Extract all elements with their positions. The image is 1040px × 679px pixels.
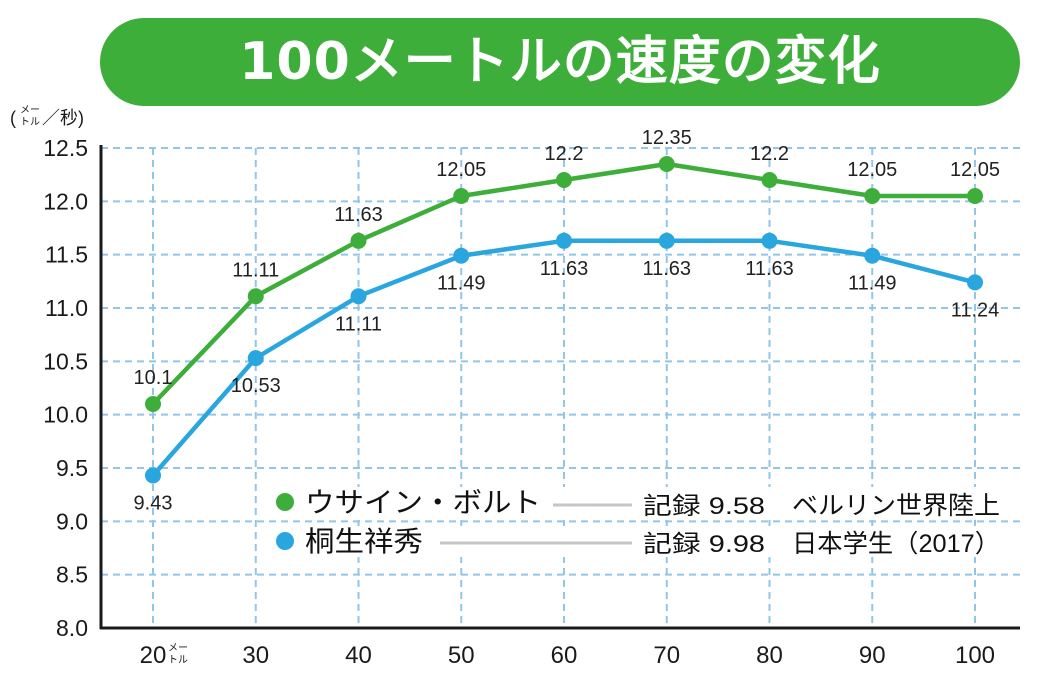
- legend-name-1: ウサイン・ボルト: [305, 487, 541, 518]
- chart-title: 100メートルの速度の変化: [239, 32, 881, 92]
- y-axis-label: ( メー トル ／秒): [10, 105, 84, 128]
- series-1-point: [145, 396, 161, 412]
- data-labels: 10.1 11.11 11.63 12.05 12.2 12.35 12.2 12.05 12.…: [134, 127, 1001, 514]
- series-1-data-label: 10.1: [134, 367, 173, 389]
- series-2-data-label: 11.63: [642, 258, 691, 280]
- legend-name-2: 桐生祥秀: [305, 526, 423, 557]
- x-axis-unit: メー トル: [168, 643, 188, 666]
- series-1-data-label: 12.2: [750, 143, 789, 165]
- series-1-data-label: 11.63: [334, 204, 383, 226]
- series-2-point: [864, 247, 881, 264]
- series-2-point: [761, 232, 778, 249]
- series-2-data-label: 9.43: [134, 492, 173, 514]
- x-axis-ticks: 20 30 40 50 60 70 80 90 100: [140, 642, 995, 669]
- y-tick-label: 12.0: [43, 188, 88, 214]
- x-tick-label: 20: [140, 642, 167, 669]
- y-tick-label: 10.0: [43, 402, 88, 428]
- series-1-data-label: 12.05: [436, 159, 486, 181]
- series-2-data-label: 11.11: [335, 313, 382, 335]
- y-tick-label: 12.5: [43, 135, 88, 161]
- y-tick-label: 11.0: [45, 295, 88, 321]
- x-tick-label: 60: [551, 642, 578, 669]
- series-1-data-label: 12.35: [642, 127, 692, 149]
- y-tick-label: 8.5: [56, 562, 88, 588]
- y-tick-label: 9.0: [56, 508, 88, 534]
- y-tick-label: 10.5: [43, 348, 88, 374]
- series-1-point: [864, 188, 881, 204]
- series-1-data-label: 12.2: [545, 143, 584, 165]
- legend-marker-2: [276, 532, 294, 550]
- series-2-point: [967, 274, 983, 291]
- series-2-point: [453, 247, 470, 264]
- series: [145, 156, 983, 484]
- series-2-data-label: 11.24: [951, 299, 1000, 321]
- legend-record-1: 記録 9.58: [643, 493, 765, 520]
- series-2-point: [247, 350, 264, 367]
- y-tick-label: 11.5: [45, 242, 88, 268]
- legend-event-2: 日本学生（2017）: [792, 530, 1000, 558]
- series-2-data-label: 10.53: [231, 375, 281, 397]
- series-1-data-label: 11.11: [232, 259, 279, 281]
- series-2-data-label: 11.49: [437, 273, 486, 295]
- x-tick-label: 80: [756, 642, 783, 669]
- legend-row-background: [272, 526, 1005, 557]
- y-axis-label-suffix: ／秒): [42, 108, 84, 128]
- series-2-point: [145, 467, 161, 484]
- series-1-point: [350, 232, 367, 249]
- series-1-point: [658, 156, 675, 172]
- series-1-point: [556, 172, 572, 188]
- x-tick-label: 90: [859, 642, 886, 669]
- y-axis-unit-top: メー: [20, 105, 40, 116]
- legend-row-2: 桐生祥秀 記録 9.98 日本学生（2017）: [272, 526, 1005, 558]
- series-1-data-label: 12.05: [847, 159, 897, 181]
- series-2-data-label: 11.63: [745, 258, 794, 280]
- x-tick-label: 100: [955, 642, 995, 669]
- y-axis-unit-bottom: トル: [20, 117, 40, 128]
- title-banner: 100メートルの速度の変化: [100, 18, 1020, 106]
- series-2-point: [658, 232, 675, 249]
- y-axis-label-prefix: (: [10, 108, 16, 128]
- legend: ウサイン・ボルト 記録 9.58 ベルリン世界陸上 桐生祥秀 記録 9.98 日…: [272, 487, 1005, 558]
- x-axis-unit-bottom: トル: [168, 655, 188, 666]
- y-tick-label: 8.0: [56, 615, 88, 641]
- y-tick-label: 9.5: [56, 455, 88, 481]
- series-1-point: [453, 188, 470, 204]
- x-tick-label: 50: [448, 642, 475, 669]
- series-1-data-label: 12.05: [950, 159, 1000, 181]
- legend-record-2: 記録 9.98: [643, 531, 765, 558]
- x-tick-label: 30: [242, 642, 269, 669]
- series-1-point: [247, 288, 264, 305]
- y-axis-ticks: 8.0 8.5 9.0 9.5 10.0 10.5 11.0 11.5 12.0 12.5: [43, 135, 88, 641]
- legend-row-1: ウサイン・ボルト 記録 9.58 ベルリン世界陸上: [272, 487, 1005, 520]
- legend-row-background: [272, 487, 1005, 518]
- series-2-data-label: 11.49: [848, 273, 897, 295]
- x-tick-label: 70: [653, 642, 680, 669]
- legend-marker-1: [276, 493, 294, 511]
- series-2-point: [556, 232, 572, 249]
- legend-event-1: ベルリン世界陸上: [792, 492, 1000, 520]
- series-1-point: [967, 188, 983, 204]
- series-1-point: [761, 172, 778, 188]
- series-2-point: [350, 288, 367, 305]
- x-tick-label: 40: [345, 642, 372, 669]
- x-axis-unit-top: メー: [168, 643, 188, 654]
- series-2-data-label: 11.63: [540, 258, 589, 280]
